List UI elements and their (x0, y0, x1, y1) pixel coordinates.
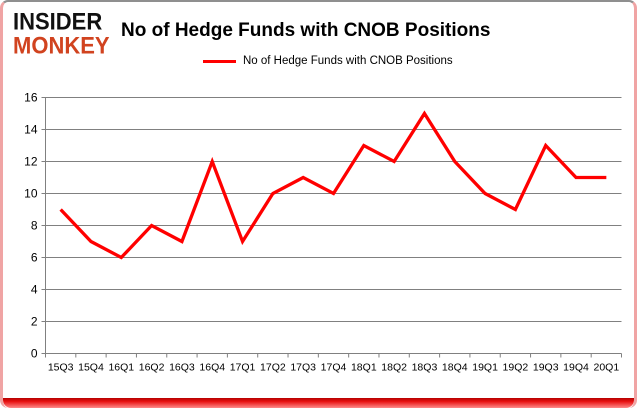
data-series-line (59, 110, 607, 260)
x-tick-label: 17Q1 (230, 362, 256, 374)
x-tick-label: 17Q3 (290, 362, 316, 374)
y-tick-label: 0 (31, 347, 38, 361)
x-tick-label: 19Q3 (533, 362, 559, 374)
y-tick-label: 14 (24, 123, 38, 137)
y-tick-label: 2 (31, 315, 38, 329)
logo-text-insider: INSIDER (13, 7, 103, 35)
x-tick-label: 16Q4 (199, 362, 225, 374)
x-tick-label: 15Q3 (48, 362, 74, 374)
x-tick-label: 18Q3 (412, 362, 438, 374)
y-tick-label: 4 (31, 283, 38, 297)
x-tick-label: 17Q2 (260, 362, 286, 374)
x-tick-label: 16Q3 (169, 362, 195, 374)
x-tick-label: 19Q1 (472, 362, 498, 374)
logo-text-monkey: MONKEY (13, 31, 110, 59)
x-tick-label: 17Q4 (321, 362, 347, 374)
x-tick-label: 16Q2 (139, 362, 165, 374)
legend-label: No of Hedge Funds with CNOB Positions (243, 55, 453, 67)
x-tick-label: 19Q4 (563, 362, 589, 374)
y-tick-label: 10 (24, 187, 38, 201)
y-tick-label: 12 (24, 155, 38, 169)
y-tick-label: 6 (31, 251, 38, 265)
y-tick-label: 16 (24, 91, 38, 105)
x-tick-label: 20Q1 (593, 362, 619, 374)
insider-monkey-logo: INSIDER MONKEY (13, 7, 110, 59)
y-tick-label: 8 (31, 219, 38, 233)
x-tick-label: 18Q1 (351, 362, 377, 374)
x-tick-label: 16Q1 (108, 362, 134, 374)
legend: No of Hedge Funds with CNOB Positions (203, 55, 453, 67)
x-tick-label: 19Q2 (503, 362, 529, 374)
line-chart: 0 2 4 6 8 10 12 14 16 15Q3 15Q4 16Q1 16Q2 16Q3 16Q4 17Q… (24, 91, 622, 374)
chart-title: No of Hedge Funds with CNOB Positions (121, 20, 491, 41)
bottom-border-bar (3, 398, 634, 408)
legend-line-swatch (203, 59, 236, 63)
x-tick-label: 18Q4 (442, 362, 468, 374)
x-tick-label: 15Q4 (78, 362, 104, 374)
x-tick-label: 18Q2 (381, 362, 407, 374)
